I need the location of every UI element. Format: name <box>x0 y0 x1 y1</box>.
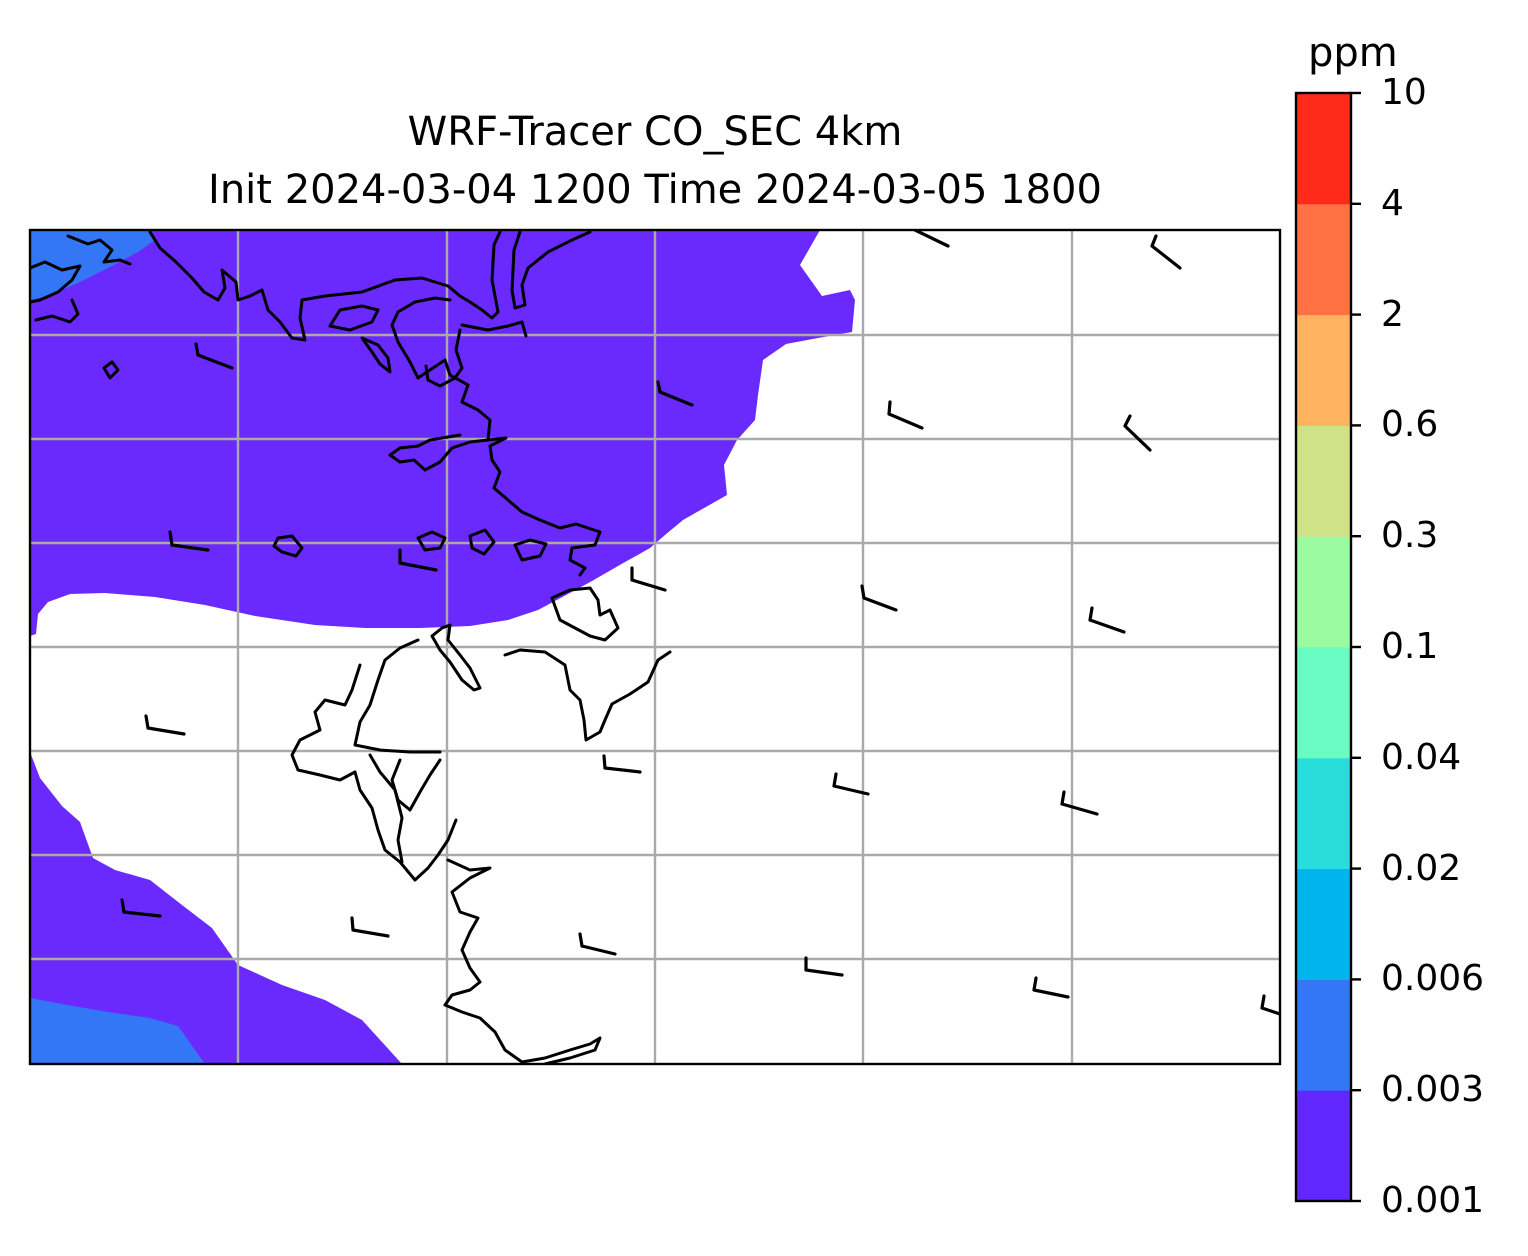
coastline-northwest <box>30 260 82 304</box>
colorbar-swatch <box>1296 425 1351 537</box>
colorbar-tick-label: 10 <box>1381 72 1427 113</box>
coastline-island <box>272 534 304 558</box>
map-axes <box>28 228 1282 1066</box>
coastline-south-shore <box>368 753 404 864</box>
wind-barb <box>168 530 210 552</box>
wind-barb <box>1150 234 1182 270</box>
wind-barb <box>1260 994 1280 1016</box>
wind-barb <box>887 400 924 430</box>
coastline-peninsula <box>290 663 362 782</box>
wind-barb <box>120 898 162 918</box>
wind-barb <box>194 342 234 370</box>
colorbar <box>1294 91 1361 1203</box>
coastline-island <box>468 528 496 556</box>
wind-barbs <box>120 230 1280 1016</box>
tracer-plume-south <box>30 752 402 1064</box>
coastline-inlet <box>424 328 464 388</box>
coastline-peninsula <box>353 770 458 882</box>
coastline-island <box>360 336 392 374</box>
colorbar-ticks <box>1351 91 1361 1203</box>
colorbar-tick-label: 0.04 <box>1381 736 1462 778</box>
wind-barb <box>804 956 844 977</box>
tracer-fill-layer <box>30 230 855 1064</box>
tracer-patch-southwest <box>30 998 205 1064</box>
wind-barb <box>578 932 617 956</box>
wind-barb <box>1060 790 1099 816</box>
colorbar-swatch <box>1296 1090 1351 1202</box>
tracer-plume-north <box>30 230 855 636</box>
colorbar-swatch <box>1296 868 1351 980</box>
wind-barb <box>832 772 870 796</box>
colorbar-tick-label: 0.6 <box>1381 404 1439 446</box>
wind-barb <box>913 230 950 248</box>
coastline-north-shore <box>148 230 502 342</box>
colorbar-swatch <box>1296 314 1351 426</box>
map-title: WRF-Tracer CO_SEC 4km <box>407 109 903 155</box>
colorbar-tick-label: 0.003 <box>1381 1069 1485 1111</box>
wind-barb <box>602 754 642 774</box>
coastline-northwest <box>34 298 80 324</box>
colorbar-swatch <box>1296 203 1351 316</box>
coastline-peninsula <box>550 586 620 642</box>
colorbar-swatch <box>1296 536 1351 648</box>
wind-barb <box>350 916 390 938</box>
wind-barb <box>1088 606 1126 634</box>
coastline-northwest <box>66 234 132 266</box>
wind-barb <box>1032 976 1070 999</box>
wind-barb <box>630 566 667 592</box>
coastline-inlet <box>390 296 602 577</box>
gridlines <box>30 230 1280 1064</box>
colorbar-unit-label: ppm <box>1308 30 1398 76</box>
colorbar-tick-label: 0.006 <box>1381 958 1485 1000</box>
tracer-patch-northwest <box>30 230 155 300</box>
colorbar-tick-label: 4 <box>1381 182 1404 224</box>
coastline-island <box>416 530 447 552</box>
wind-barb <box>860 584 898 612</box>
coastline-river <box>430 623 482 692</box>
colorbar-swatch <box>1296 757 1351 870</box>
coastline-island <box>513 538 548 562</box>
wind-barb <box>144 714 186 736</box>
map-subtitle: Init 2024-03-04 1200 Time 2024-03-05 180… <box>208 167 1102 213</box>
colorbar-frame <box>1294 91 1353 1203</box>
coastline-south-shore <box>503 648 672 742</box>
colorbar-tick-label: 0.02 <box>1381 847 1462 889</box>
colorbar-tick-label: 0.001 <box>1381 1180 1485 1221</box>
coastline-bay <box>388 433 490 472</box>
colorbar-tick-label: 0.3 <box>1381 515 1439 557</box>
coastline-estuary <box>520 1036 602 1064</box>
colorbar-tick-label: 2 <box>1381 293 1404 335</box>
map-frame <box>28 228 1282 1066</box>
coastline-inlet <box>460 320 528 338</box>
wind-barb <box>656 380 694 407</box>
colorbar-swatch <box>1296 93 1351 205</box>
coastlines <box>30 230 672 1064</box>
colorbar-swatches <box>1296 93 1351 1202</box>
colorbar-tick-label: 0.1 <box>1381 626 1439 667</box>
coastline-peninsula <box>353 638 442 754</box>
colorbar-swatch <box>1296 979 1351 1091</box>
coastline-island <box>328 304 380 332</box>
coastline-north-channel <box>510 230 592 310</box>
colorbar-swatch <box>1296 647 1351 759</box>
wind-barb <box>1123 414 1152 452</box>
wind-barb <box>398 548 438 572</box>
coastline-islet <box>102 360 120 380</box>
coastline-peninsula <box>390 758 442 812</box>
coastline-estuary <box>443 858 524 1064</box>
